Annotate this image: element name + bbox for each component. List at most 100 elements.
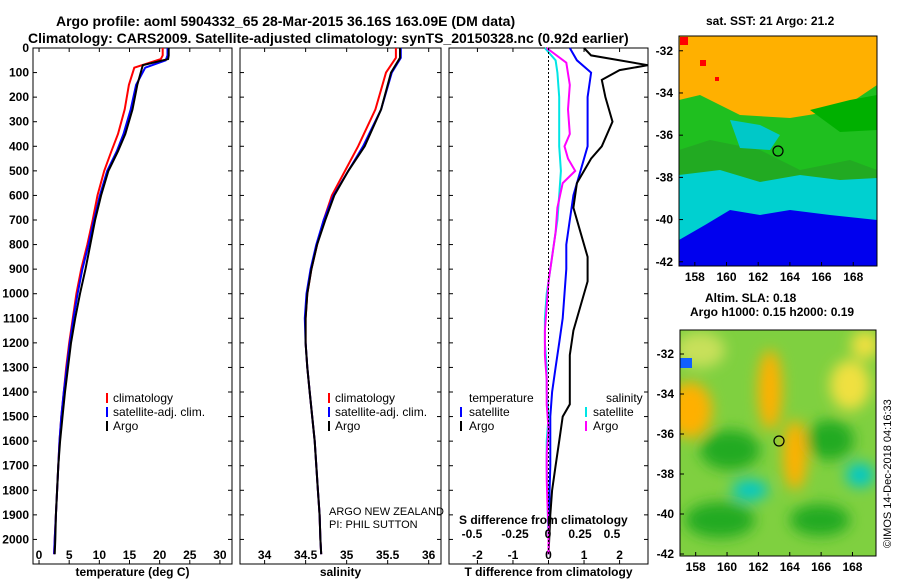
x-tick-label: 0 xyxy=(36,548,43,562)
depth-tick-label: 1800 xyxy=(2,483,29,497)
depth-tick-label: 600 xyxy=(9,188,29,202)
depth-tick-label: 1700 xyxy=(2,459,29,473)
depth-tick-label: 0 xyxy=(22,41,29,55)
sst-map-panel: sat. SST: 21 Argo: 21.2 158 160 162 164 166 1… xyxy=(656,14,878,284)
depth-tick-label: 1000 xyxy=(2,287,29,301)
difference-panel: -2 -1 0 1 2 T difference from climatology temp… xyxy=(448,47,649,579)
x-tick-label: 35.5 xyxy=(376,548,400,562)
map-x-tick-label: 162 xyxy=(748,270,768,284)
depth-tick-label: 1500 xyxy=(2,410,29,424)
map-x-tick-label: 166 xyxy=(812,270,832,284)
legend-label: Argo xyxy=(113,419,139,433)
x-tick-label: 35 xyxy=(340,548,354,562)
float-location-marker xyxy=(772,145,784,157)
map-y-tick-label: -38 xyxy=(657,467,675,481)
series-line-t-argo xyxy=(547,47,649,555)
x-tick-label: 5 xyxy=(66,548,73,562)
secondary-tick-label: -0.5 xyxy=(462,527,483,541)
legend-label: climatology xyxy=(335,391,395,405)
depth-tick-label: 2000 xyxy=(2,532,29,546)
map-y-tick-label: -34 xyxy=(657,387,675,401)
secondary-tick-label: 0.5 xyxy=(604,527,621,541)
header-line-2: Climatology: CARS2009. Satellite-adjuste… xyxy=(28,30,629,46)
map-y-tick-label: -34 xyxy=(656,86,674,100)
temperature-panel: 0100200300400500600700800900100011001200… xyxy=(2,41,233,579)
x-tick-label: 34 xyxy=(258,548,272,562)
depth-tick-label: 500 xyxy=(9,164,29,178)
depth-tick-label: 1100 xyxy=(3,311,29,325)
legend-title-salinity: salinity xyxy=(606,391,643,405)
x-tick-label: 25 xyxy=(183,548,197,562)
legend-label: Argo xyxy=(593,419,619,433)
depth-tick-label: 900 xyxy=(9,262,29,276)
map-y-tick-label: -42 xyxy=(656,255,674,269)
depth-tick-label: 1900 xyxy=(2,508,29,522)
secondary-tick-label: 0 xyxy=(545,527,552,541)
x-tick-label: 34.5 xyxy=(294,548,318,562)
series-line-s-argo xyxy=(543,47,577,555)
legend-label: satellite-adj. clim. xyxy=(335,405,427,419)
depth-tick-label: 800 xyxy=(9,238,29,252)
depth-tick-label: 400 xyxy=(9,139,29,153)
x-tick-label: 20 xyxy=(153,548,167,562)
x-tick-label: 36 xyxy=(422,548,436,562)
map-y-tick-label: -36 xyxy=(656,128,674,142)
map-x-tick-label: 164 xyxy=(780,560,800,574)
legend-label: satellite xyxy=(469,405,510,419)
map-y-tick-label: -32 xyxy=(657,347,675,361)
series-line-argo xyxy=(304,48,401,555)
float-location-marker xyxy=(773,435,785,447)
map-x-tick-label: 158 xyxy=(685,270,705,284)
map-x-tick-label: 168 xyxy=(842,560,862,574)
map-x-tick-label: 162 xyxy=(748,560,768,574)
series-line-t-satellite xyxy=(547,47,593,555)
depth-tick-label: 1300 xyxy=(2,360,29,374)
pi-label: PI: PHIL SUTTON xyxy=(329,519,418,531)
salinity-panel: 34 34.5 35 35.5 36 salinity climatologysatelli… xyxy=(239,47,444,579)
x-axis-label: temperature (deg C) xyxy=(75,565,189,579)
map-x-tick-label: 168 xyxy=(843,270,863,284)
depth-tick-label: 1400 xyxy=(2,385,29,399)
x-tick-label: 10 xyxy=(93,548,107,562)
sst-map-title: sat. SST: 21 Argo: 21.2 xyxy=(706,14,835,28)
operator-label: ARGO NEW ZEALAND xyxy=(329,506,444,518)
header-line-1: Argo profile: aoml 5904332_65 28-Mar-201… xyxy=(56,13,515,29)
legend-label: satellite xyxy=(593,405,634,419)
map-x-tick-label: 160 xyxy=(717,270,737,284)
map-y-tick-label: -40 xyxy=(656,213,674,227)
legend-label: Argo xyxy=(335,419,361,433)
x-tick-label: 0 xyxy=(545,548,552,562)
depth-tick-label: 1200 xyxy=(2,336,29,350)
depth-tick-label: 700 xyxy=(9,213,29,227)
map-y-tick-label: -32 xyxy=(656,44,674,58)
legend-label: Argo xyxy=(469,419,495,433)
map-x-tick-label: 158 xyxy=(686,560,706,574)
x-axis-label: T difference from climatology xyxy=(464,565,632,579)
series-line-argo xyxy=(53,48,170,555)
secondary-axis-label: S difference from climatology xyxy=(459,513,628,527)
x-tick-label: 1 xyxy=(581,548,588,562)
sla-map-title-1: Altim. SLA: 0.18 xyxy=(705,291,797,305)
depth-tick-label: 1600 xyxy=(2,434,29,448)
x-tick-label: -2 xyxy=(472,548,483,562)
map-y-tick-label: -36 xyxy=(657,427,675,441)
map-y-tick-label: -38 xyxy=(656,170,674,184)
map-x-tick-label: 166 xyxy=(811,560,831,574)
secondary-tick-label: -0.25 xyxy=(501,527,529,541)
depth-tick-label: 200 xyxy=(9,90,29,104)
secondary-tick-label: 0.25 xyxy=(568,527,592,541)
map-y-tick-label: -42 xyxy=(657,547,675,561)
map-x-tick-label: 160 xyxy=(717,560,737,574)
x-tick-label: 30 xyxy=(213,548,227,562)
depth-tick-label: 300 xyxy=(9,115,29,129)
depth-tick-label: 100 xyxy=(9,66,29,80)
sst-field xyxy=(679,36,877,266)
sla-map-panel: Altim. SLA: 0.18 Argo h1000: 0.15 h2000:… xyxy=(657,291,877,574)
map-x-tick-label: 164 xyxy=(780,270,800,284)
legend-title-temperature: temperature xyxy=(469,391,534,405)
legend-label: satellite-adj. clim. xyxy=(113,405,205,419)
x-axis-label: salinity xyxy=(320,565,362,579)
map-y-tick-label: -40 xyxy=(657,507,675,521)
x-tick-label: 2 xyxy=(616,548,623,562)
